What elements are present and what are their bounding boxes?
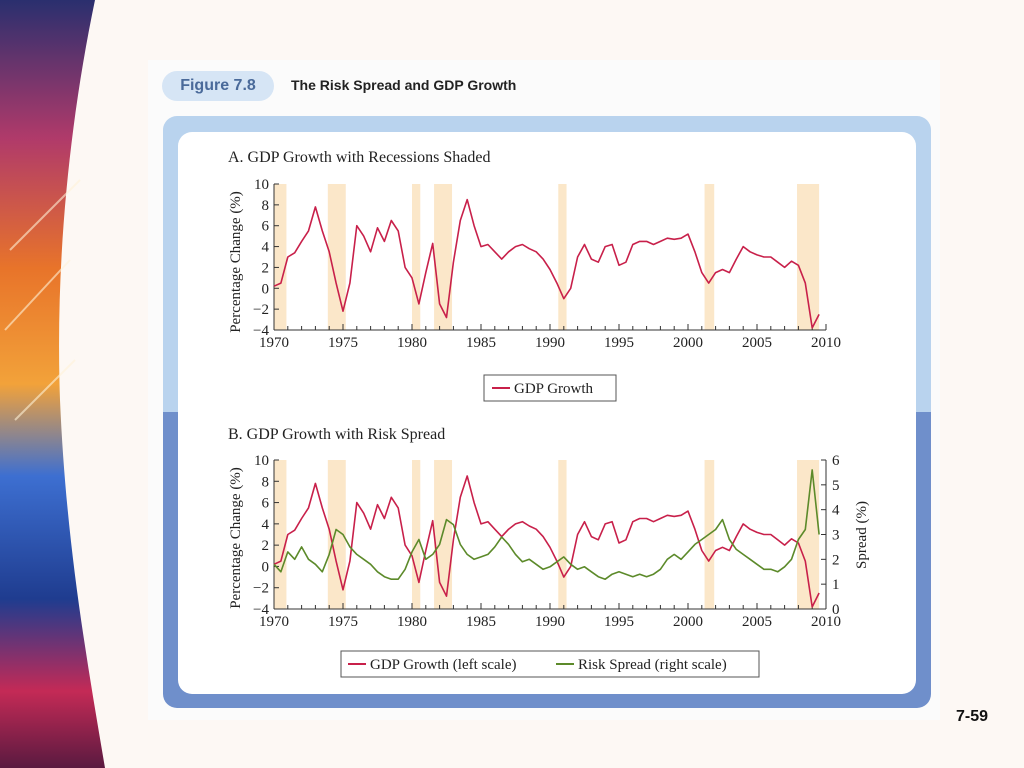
chart-b-x-tick-label: 1970 [259,614,289,630]
chart-b-x-tick-label: 1980 [397,614,427,630]
chart-b: B. GDP Growth with Risk Spread Percentag… [228,426,870,678]
slide-page-number: 7-59 [956,708,989,725]
chart-b-y-tick-label: 0 [262,559,270,575]
chart-a-x-tick-label: 1995 [604,335,634,351]
chart-b-recession-band [558,460,567,609]
chart-b-x-tick-label: 1975 [328,614,358,630]
chart-a-ylabel: Percentage Change (%) [228,191,244,333]
chart-b-x-tick-label: 1995 [604,614,634,630]
chart-b-y2-tick-label: 5 [832,478,840,494]
chart-b-recession-band [327,460,346,609]
chart-a-x-tick-label: 1975 [328,335,358,351]
chart-b-y2-tick-label: 2 [832,552,840,568]
decorative-feather-art [0,0,105,768]
chart-b-y2-tick-label: 3 [832,528,840,544]
chart-b-x-tick-label: 2010 [811,614,841,630]
chart-b-x-tick-label: 2000 [673,614,703,630]
chart-b-y-tick-label: 10 [254,453,269,469]
chart-a-series-gdp-line [273,198,820,329]
chart-a-y-tick-label: −4 [253,323,269,339]
chart-a-y-tick-label: 2 [262,260,270,276]
chart-b-y-tick-label: 4 [262,517,270,533]
chart-a-recession-band [434,184,453,330]
chart-b-x-tick-label: 1985 [466,614,496,630]
chart-b-legend-label-gdp: GDP Growth (left scale) [370,657,516,673]
chart-a-x-tick-label: 1990 [535,335,565,351]
chart-b-recession-band [797,460,820,609]
chart-b-y-tick-label: 2 [262,538,270,554]
chart-a-recession-band [412,184,421,330]
chart-b-y-tick-label: −2 [253,581,269,597]
chart-a-y-tick-label: −2 [253,302,269,318]
chart-b-y-tick-label: 8 [262,474,270,490]
chart-a-x-tick-label: 1980 [397,335,427,351]
chart-a-recession-band [704,184,715,330]
chart-b-title: B. GDP Growth with Risk Spread [228,426,445,443]
chart-a-x-tick-label: 1985 [466,335,496,351]
chart-a-recession-band [327,184,346,330]
chart-b-legend: GDP Growth (left scale) Risk Spread (rig… [340,650,760,678]
chart-b-y2-tick-label: 0 [832,602,840,618]
chart-b-y2-tick-label: 6 [832,453,840,469]
chart-card [178,132,916,694]
chart-a-x-tick-label: 2005 [742,335,772,351]
chart-b-recession-band [412,460,421,609]
chart-a-x-tick-label: 1970 [259,335,289,351]
figure-badge: Figure 7.8 [162,71,274,101]
chart-b-ylabel: Percentage Change (%) [228,467,244,609]
chart-a-legend: GDP Growth [483,374,617,402]
chart-a-y-tick-label: 6 [262,219,270,235]
chart-a-recession-band [274,184,287,330]
chart-a: A. GDP Growth with Recessions Shaded Per… [228,149,841,402]
chart-b-y2-tick-label: 4 [832,503,840,519]
chart-a-y-tick-label: 8 [262,198,270,214]
figure-title: The Risk Spread and GDP Growth [291,77,517,93]
chart-b-recession-band [274,460,287,609]
chart-a-x-tick-label: 2000 [673,335,703,351]
chart-b-x-tick-label: 1990 [535,614,565,630]
chart-a-recession-band [558,184,567,330]
chart-a-y-tick-label: 4 [262,240,270,256]
chart-b-x-tick-label: 2005 [742,614,772,630]
chart-b-y2-tick-label: 1 [832,577,840,593]
chart-a-recession-band [797,184,820,330]
chart-b-legend-label-spread: Risk Spread (right scale) [578,657,727,673]
chart-b-y-tick-label: −4 [253,602,269,618]
chart-a-x-tick-label: 2010 [811,335,841,351]
chart-a-y-tick-label: 0 [262,281,270,297]
chart-a-y-tick-label: 10 [254,177,269,193]
chart-a-legend-label-gdp: GDP Growth [514,381,594,397]
chart-b-series-spread-line [273,469,820,581]
chart-b-y2label: Spread (%) [854,501,870,569]
chart-b-series-gdp-line [273,475,820,608]
chart-b-legend-box [340,650,760,678]
chart-b-y-tick-label: 6 [262,496,270,512]
chart-a-title: A. GDP Growth with Recessions Shaded [228,149,491,166]
